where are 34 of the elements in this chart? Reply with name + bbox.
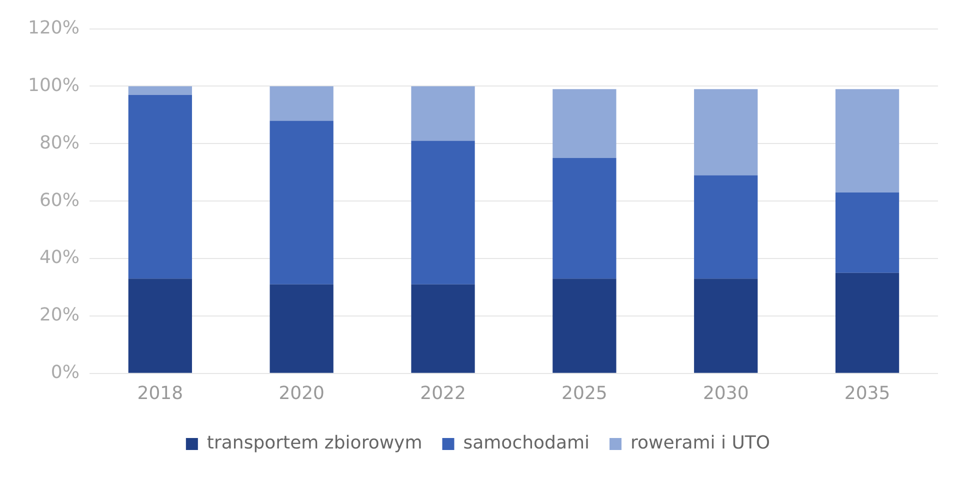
x-tick-label: 2035 <box>844 382 890 404</box>
y-tick-label: 80% <box>39 132 80 154</box>
y-tick-label: 100% <box>28 74 80 96</box>
bar <box>270 284 334 373</box>
bar <box>128 86 192 95</box>
bar <box>694 89 758 176</box>
y-tick-label: 20% <box>39 304 80 326</box>
bar <box>128 278 192 373</box>
bar <box>270 86 334 121</box>
bar <box>694 175 758 279</box>
bar <box>411 284 475 373</box>
bar <box>128 94 192 279</box>
x-tick-label: 2025 <box>562 382 608 404</box>
legend-label: samochodami <box>463 432 590 454</box>
x-tick-label: 2020 <box>278 382 324 404</box>
bar <box>552 158 616 279</box>
bar <box>835 272 900 373</box>
legend-label: transportem zbiorowym <box>206 432 422 454</box>
x-tick-label: 2022 <box>420 382 466 404</box>
y-tick-label: 0% <box>50 362 80 384</box>
bar <box>835 192 900 273</box>
y-tick-label: 120% <box>28 17 80 38</box>
y-tick-label: 40% <box>39 247 80 268</box>
bar <box>270 120 334 284</box>
bar <box>835 89 900 192</box>
x-tick-label: 2018 <box>137 382 184 404</box>
bar <box>694 278 758 373</box>
legend-label: rowerami i UTO <box>630 432 770 454</box>
bar <box>552 278 616 373</box>
bar <box>552 89 616 158</box>
x-tick-label: 2030 <box>702 382 749 404</box>
bar <box>411 86 475 141</box>
bar <box>411 140 475 284</box>
y-tick-label: 60% <box>39 190 80 211</box>
